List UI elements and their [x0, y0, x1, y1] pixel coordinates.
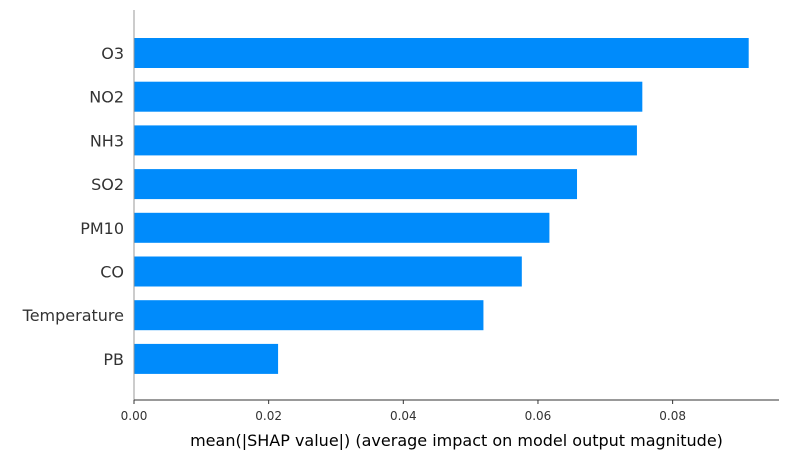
- x-tick-label: 0.08: [659, 409, 686, 423]
- bars-group: [134, 38, 749, 374]
- bar-pb: [134, 343, 279, 374]
- bar-no2: [134, 81, 643, 112]
- x-tick-label: 0.02: [255, 409, 282, 423]
- bar-so2: [134, 169, 578, 200]
- category-label-pm10: PM10: [80, 219, 124, 238]
- category-label-so2: SO2: [91, 175, 124, 194]
- category-label-no2: NO2: [89, 88, 124, 107]
- bar-temperature: [134, 300, 484, 331]
- x-tick-label: 0.06: [525, 409, 552, 423]
- category-labels: O3 NO2 NH3 SO2 PM10 CO Temperature PB: [22, 44, 124, 369]
- x-axis-title: mean(|SHAP value|) (average impact on mo…: [190, 431, 723, 450]
- category-label-nh3: NH3: [90, 131, 124, 150]
- category-label-o3: O3: [101, 44, 124, 63]
- bar-o3: [134, 38, 749, 68]
- category-label-co: CO: [100, 263, 124, 282]
- category-label-temperature: Temperature: [22, 306, 124, 325]
- bar-co: [134, 256, 522, 287]
- x-ticks: 0.00 0.02 0.04 0.06 0.08: [121, 400, 686, 423]
- bar-nh3: [134, 125, 637, 156]
- category-label-pb: PB: [103, 350, 124, 369]
- bar-pm10: [134, 212, 550, 243]
- x-tick-label: 0.04: [390, 409, 417, 423]
- x-tick-label: 0.00: [121, 409, 148, 423]
